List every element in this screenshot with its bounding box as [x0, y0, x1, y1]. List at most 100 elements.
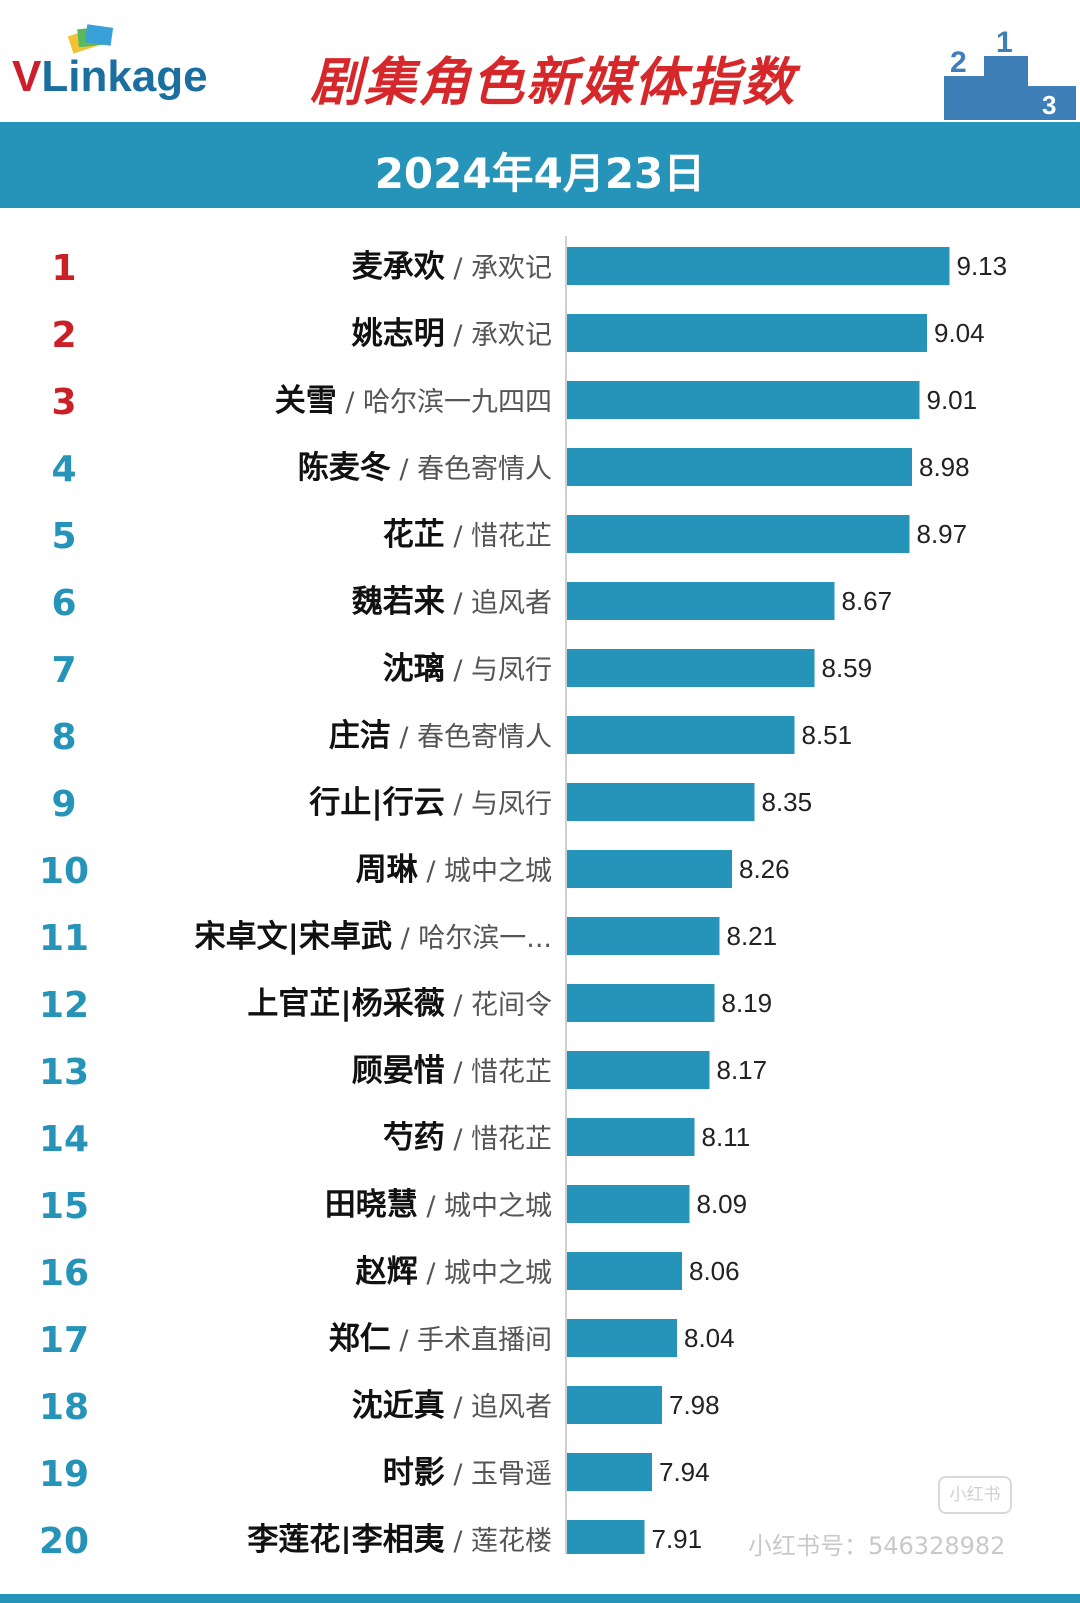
logo-text: VLinkage — [12, 52, 208, 102]
character-name: 赵辉 — [355, 1254, 418, 1290]
row-label: 关雪 / 哈尔滨一九四四 — [275, 383, 552, 419]
value-label: 8.11 — [702, 1122, 751, 1152]
row-label: 田晓慧 / 城中之城 — [325, 1187, 552, 1223]
bar — [567, 1520, 645, 1554]
drama-name: / 惜花芷 — [445, 1124, 552, 1155]
value-label: 9.04 — [934, 318, 985, 348]
rank-label: 10 — [39, 851, 89, 892]
date-banner: 2024年4月23日 — [0, 122, 1080, 208]
value-label: 7.98 — [669, 1390, 720, 1420]
bar — [567, 1051, 710, 1089]
vlinkage-logo: VLinkage — [12, 20, 252, 110]
drama-name: / 追风者 — [445, 588, 552, 619]
value-label: 8.26 — [739, 854, 790, 884]
watermark-text: 小红书号：546328982 — [748, 1532, 1006, 1560]
character-name: 姚志明 — [351, 316, 445, 352]
drama-name: / 与凤行 — [445, 789, 552, 820]
row-label: 花芷 / 惜花芷 — [383, 517, 552, 553]
rank-label: 20 — [39, 1521, 89, 1554]
bar — [567, 716, 795, 754]
value-label: 8.98 — [919, 452, 970, 482]
character-name: 行止|行云 — [308, 785, 444, 821]
value-label: 8.35 — [762, 787, 813, 817]
character-name: 芍药 — [383, 1120, 445, 1156]
rank-label: 14 — [39, 1119, 89, 1160]
rank-label: 18 — [39, 1387, 89, 1428]
bar — [567, 1252, 682, 1290]
row-label: 顾晏惜 / 惜花芷 — [352, 1053, 552, 1089]
character-name: 时影 — [383, 1455, 445, 1491]
character-name: 庄洁 — [329, 718, 391, 754]
value-label: 8.51 — [802, 720, 853, 750]
ranking-bar-chart: 1 麦承欢 / 承欢记 9.13 2 姚志明 / 承欢记 9.04 3 关雪 / 哈尔滨一九四… — [39, 236, 1007, 1554]
value-label: 7.91 — [652, 1524, 703, 1554]
row-label: 上官芷|杨采薇 / 花间令 — [247, 986, 552, 1022]
row-label: 魏若来 / 追风者 — [352, 584, 552, 620]
character-name: 沈璃 — [383, 651, 445, 687]
row-label: 周琳 / 城中之城 — [356, 852, 552, 888]
rank-label: 11 — [39, 918, 89, 959]
bar — [567, 582, 835, 620]
drama-name: / 承欢记 — [445, 320, 552, 351]
bar — [567, 1386, 662, 1424]
drama-name: / 哈尔滨一... — [392, 923, 552, 954]
bar — [567, 850, 732, 888]
rank-label: 8 — [51, 717, 76, 758]
character-name: 沈近真 — [352, 1388, 445, 1424]
bar — [567, 783, 755, 821]
drama-name: / 惜花芷 — [445, 1057, 552, 1088]
row-label: 郑仁 / 手术直播间 — [329, 1321, 552, 1357]
drama-name: / 追风者 — [445, 1392, 552, 1423]
character-name: 花芷 — [383, 517, 445, 553]
rank-label: 16 — [39, 1253, 89, 1294]
drama-name: / 惜花芷 — [445, 521, 552, 552]
value-label: 8.19 — [722, 988, 773, 1018]
drama-name: / 城中之城 — [418, 856, 552, 887]
row-label: 沈近真 / 追风者 — [352, 1388, 552, 1424]
row-label: 沈璃 / 与凤行 — [383, 651, 552, 687]
rank-label: 7 — [51, 650, 76, 691]
value-label: 8.67 — [842, 586, 893, 616]
character-name: 顾晏惜 — [352, 1053, 445, 1089]
drama-name: / 承欢记 — [445, 253, 552, 284]
character-name: 田晓慧 — [325, 1187, 418, 1223]
watermark-badge: 小红书 — [938, 1476, 1012, 1514]
bar — [567, 1185, 690, 1223]
row-label: 芍药 / 惜花芷 — [383, 1120, 552, 1156]
bar — [567, 649, 815, 687]
rank-label: 1 — [51, 248, 76, 289]
character-name: 陈麦冬 — [298, 450, 391, 486]
drama-name: / 春色寄情人 — [391, 722, 552, 753]
header: VLinkage 剧集角色新媒体指数 2 1 3 — [0, 0, 1080, 120]
page-title: 剧集角色新媒体指数 — [310, 53, 797, 113]
row-label: 行止|行云 / 与凤行 — [308, 785, 552, 821]
drama-name: / 手术直播间 — [391, 1325, 552, 1356]
character-name: 关雪 — [275, 383, 337, 419]
bar — [567, 381, 920, 419]
drama-name: / 花间令 — [445, 990, 552, 1021]
podium-label-1: 1 — [996, 26, 1013, 59]
rank-label: 3 — [51, 382, 76, 423]
bar — [567, 1118, 695, 1156]
rank-label: 6 — [51, 583, 76, 624]
bar — [567, 314, 927, 352]
podium-label-3: 3 — [1042, 90, 1056, 120]
value-label: 8.04 — [684, 1323, 735, 1353]
bar — [567, 1319, 677, 1357]
bottom-bar — [0, 1594, 1080, 1603]
logo-cards-icon — [67, 24, 114, 54]
podium-icon: 2 1 3 — [944, 26, 1076, 120]
bar — [567, 1453, 652, 1491]
drama-name: / 城中之城 — [418, 1191, 552, 1222]
character-name: 魏若来 — [352, 584, 445, 620]
character-name: 上官芷|杨采薇 — [247, 986, 444, 1022]
character-name: 李莲花|李相夷 — [247, 1522, 444, 1554]
logo-word: Linkage — [41, 52, 208, 101]
value-label: 8.06 — [689, 1256, 740, 1286]
character-name: 郑仁 — [329, 1321, 391, 1357]
drama-name: / 玉骨遥 — [445, 1459, 552, 1490]
value-label: 9.01 — [927, 385, 978, 415]
row-label: 姚志明 / 承欢记 — [351, 316, 552, 352]
rank-label: 5 — [51, 516, 76, 557]
value-label: 8.59 — [822, 653, 873, 683]
